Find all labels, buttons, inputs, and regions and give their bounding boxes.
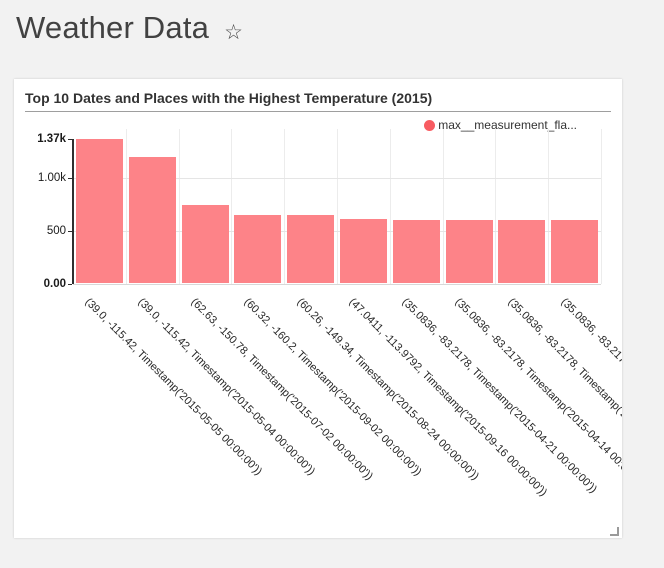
vertical-gridline bbox=[389, 129, 391, 284]
header: Weather Data ☆ bbox=[16, 10, 243, 46]
bar[interactable] bbox=[181, 205, 229, 284]
bar[interactable] bbox=[75, 139, 123, 284]
y-axis-tick-label: 0.00 bbox=[43, 277, 66, 290]
vertical-gridline bbox=[178, 129, 180, 284]
y-axis-line bbox=[72, 139, 74, 285]
x-axis-labels: (39.0, -115.42, Timestamp('2015-05-05 00… bbox=[14, 296, 622, 538]
x-axis-tick-label: (60.32, -160.2, Timestamp('2015-09-02 00… bbox=[241, 296, 424, 479]
title-divider bbox=[25, 111, 611, 112]
horizontal-gridline bbox=[73, 178, 601, 180]
vertical-gridline bbox=[337, 129, 338, 284]
x-axis-line bbox=[73, 283, 601, 285]
vertical-gridline bbox=[601, 129, 602, 284]
y-axis-tick bbox=[68, 139, 72, 141]
y-axis-tick bbox=[68, 230, 72, 232]
vertical-gridline bbox=[548, 129, 550, 284]
chart-title: Top 10 Dates and Places with the Highest… bbox=[25, 90, 433, 106]
vertical-gridline bbox=[125, 129, 127, 284]
x-axis-tick-label: (62.63, -150.78, Timestamp('2015-07-02 0… bbox=[188, 296, 376, 483]
bar[interactable] bbox=[339, 219, 387, 284]
y-axis-tick-label: 500 bbox=[46, 224, 66, 237]
bar[interactable] bbox=[234, 214, 282, 284]
x-axis-tick-label: (35.0836, -83.2178, Timestamp('2015-04-2… bbox=[399, 296, 600, 496]
bar[interactable] bbox=[498, 219, 546, 284]
bar[interactable] bbox=[392, 219, 440, 284]
legend-label: max__measurement_fla... bbox=[438, 118, 577, 132]
vertical-gridline bbox=[284, 129, 286, 284]
page-title: Weather Data bbox=[16, 10, 210, 45]
x-axis-tick-label: (39.0, -115.42, Timestamp('2015-05-04 00… bbox=[135, 296, 318, 478]
horizontal-gridline bbox=[73, 230, 601, 232]
legend-dot-icon bbox=[424, 119, 436, 131]
vertical-gridline bbox=[442, 129, 444, 284]
y-axis-tick-label: 1.00k bbox=[37, 172, 66, 185]
bar[interactable] bbox=[287, 215, 335, 284]
plot-area: 0.00 500 1.00k 1.37k bbox=[14, 79, 622, 538]
x-axis-tick-label: (39.0, -115.42, Timestamp('2015-05-05 00… bbox=[82, 296, 265, 478]
vertical-gridline bbox=[495, 129, 497, 284]
legend-item[interactable]: max__measurement_fla... bbox=[424, 118, 577, 132]
y-axis-tick bbox=[68, 178, 72, 180]
vertical-gridline bbox=[231, 129, 233, 284]
bar[interactable] bbox=[128, 157, 176, 284]
x-axis-tick-label: (60.26, -149.34, Timestamp('2015-08-24 0… bbox=[294, 296, 481, 483]
star-icon[interactable]: ☆ bbox=[224, 20, 243, 44]
y-axis-tick-label: 1.37k bbox=[37, 133, 66, 146]
resize-handle-icon[interactable] bbox=[610, 527, 619, 536]
x-axis-tick-label: (47.0411, -113.9792, Timestamp('2015-09-… bbox=[346, 296, 550, 499]
y-axis-tick bbox=[68, 283, 72, 285]
chart-widget-card: Top 10 Dates and Places with the Highest… bbox=[14, 79, 622, 538]
bar[interactable] bbox=[445, 220, 493, 284]
bar[interactable] bbox=[551, 219, 599, 284]
